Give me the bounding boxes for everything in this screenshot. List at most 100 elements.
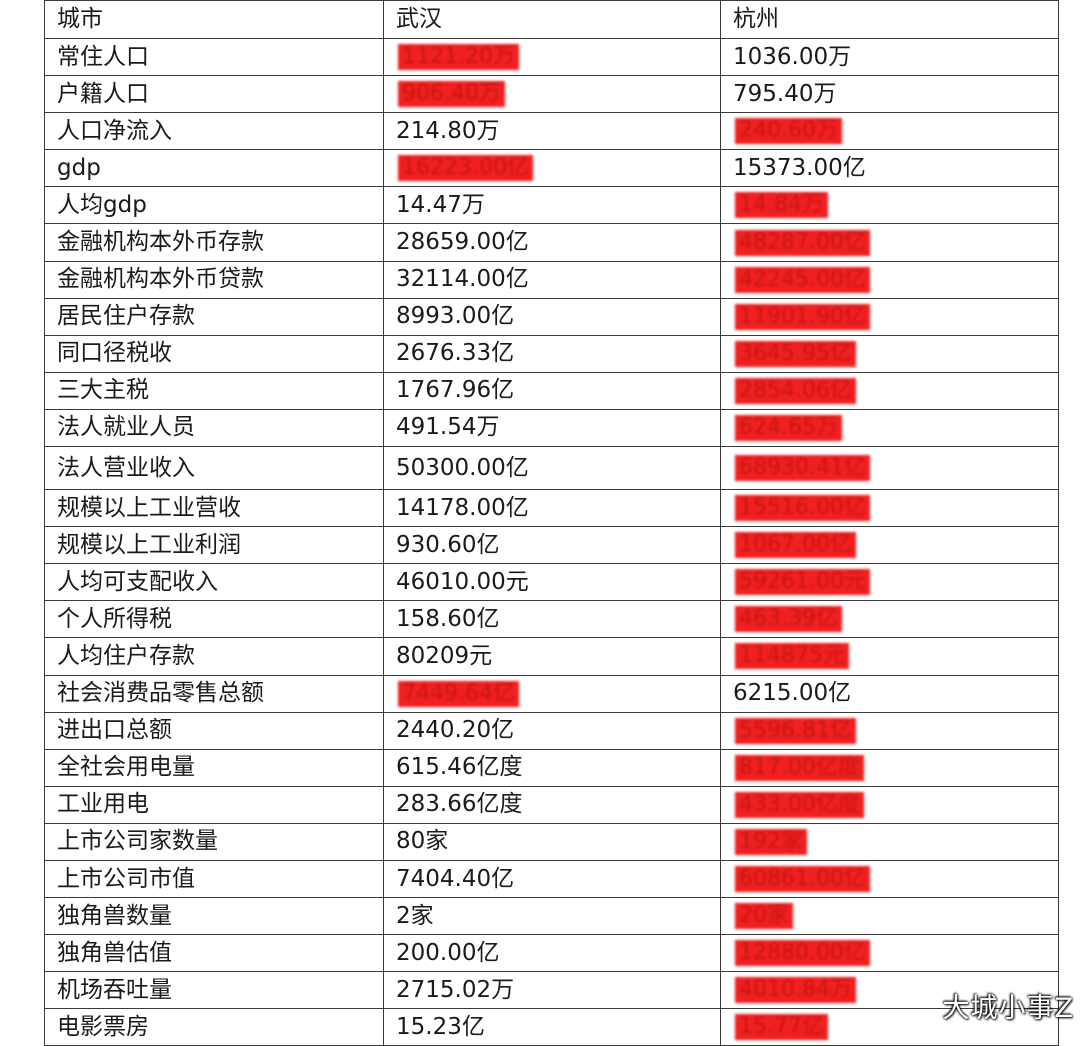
hangzhou-value-highlighted: 1067.00亿	[735, 532, 856, 559]
table-row: 进出口总额 2440.20亿 5596.81亿	[44, 711, 1059, 750]
table-row: 电影票房 15.23亿 15.77亿	[44, 1008, 1059, 1046]
wuhan-value-cell: 80家	[383, 822, 721, 861]
metric-label-cell: 机场吞吐量	[44, 971, 384, 1010]
hangzhou-value-cell: 15.77亿	[720, 1008, 1059, 1046]
wuhan-value: 28659.00亿	[396, 229, 529, 256]
metric-label-cell: 人均可支配收入	[44, 563, 384, 602]
metric-label-cell: 个人所得税	[44, 600, 384, 639]
hangzhou-value-cell: 11901.90亿	[720, 297, 1059, 336]
metric-label-cell: gdp	[44, 149, 384, 188]
metric-label: 法人就业人员	[57, 414, 195, 441]
metric-label: 人口净流入	[57, 117, 172, 144]
hangzhou-value-highlighted: 3645.95亿	[735, 340, 856, 367]
comparison-table: 城市 武汉 杭州 常住人口 1121.20万 1036.00万 户籍人口 906.40万…	[44, 0, 1059, 1046]
metric-label-cell: 人均gdp	[44, 186, 384, 225]
hangzhou-value-highlighted: 42245.00亿	[735, 266, 870, 293]
table-row: 金融机构本外币贷款 32114.00亿 42245.00亿	[44, 260, 1059, 299]
hangzhou-value-highlighted: 59261.00元	[735, 569, 870, 596]
metric-label: 上市公司市值	[57, 865, 195, 892]
metric-label: 电影票房	[57, 1013, 149, 1040]
table-row: 独角兽数量 2家 20家	[44, 897, 1059, 936]
hangzhou-value-highlighted: 68930.41亿	[735, 455, 870, 482]
metric-label-cell: 常住人口	[44, 37, 384, 77]
wuhan-value: 615.46亿度	[396, 754, 523, 781]
wuhan-value-cell: 1121.20万	[383, 37, 721, 77]
metric-label: 金融机构本外币存款	[57, 229, 264, 256]
wuhan-value-cell: 491.54万	[383, 408, 721, 448]
table-row: 人均住户存款 80209元 114875元	[44, 637, 1059, 676]
hangzhou-value-cell: 3645.95亿	[720, 334, 1059, 373]
wuhan-value-cell: 7449.64亿	[383, 674, 721, 713]
wuhan-value: 2家	[396, 902, 434, 929]
wuhan-value-cell: 2676.33亿	[383, 334, 721, 373]
wuhan-value: 2676.33亿	[396, 340, 515, 367]
hangzhou-value-cell: 15373.00亿	[720, 149, 1059, 188]
metric-label: 三大主税	[57, 377, 149, 404]
hangzhou-value-highlighted: 4010.84万	[735, 977, 856, 1004]
hangzhou-value-cell: 6215.00亿	[720, 674, 1059, 713]
wuhan-value: 14178.00亿	[396, 494, 529, 521]
wuhan-value-cell: 200.00亿	[383, 934, 721, 973]
hangzhou-value-highlighted: 20家	[735, 903, 793, 930]
metric-label-cell: 户籍人口	[44, 75, 384, 114]
table-row: gdp 16223.00亿 15373.00亿	[44, 149, 1059, 188]
table-row: 金融机构本外币存款 28659.00亿 48287.00亿	[44, 223, 1059, 262]
hangzhou-value-highlighted: 14.84万	[735, 192, 828, 219]
hangzhou-value-cell: 20家	[720, 897, 1059, 936]
metric-label-cell: 居民住户存款	[44, 297, 384, 336]
hangzhou-value-highlighted: 12880.00亿	[735, 940, 870, 967]
table-row: 居民住户存款 8993.00亿 11901.90亿	[44, 297, 1059, 336]
hangzhou-value-cell: 48287.00亿	[720, 223, 1059, 262]
wuhan-value: 2715.02万	[396, 976, 515, 1003]
metric-label-cell: 独角兽数量	[44, 897, 384, 936]
hangzhou-value-cell: 59261.00元	[720, 563, 1059, 602]
hangzhou-value-cell: 5596.81亿	[720, 711, 1059, 750]
wuhan-value: 283.66亿度	[396, 791, 523, 818]
metric-label: 同口径税收	[57, 340, 172, 367]
hangzhou-value-cell: 192家	[720, 822, 1059, 861]
table-row: 机场吞吐量 2715.02万 4010.84万	[44, 971, 1059, 1010]
table-row: 人均gdp 14.47万 14.84万	[44, 186, 1059, 225]
metric-label-cell: 工业用电	[44, 785, 384, 824]
hangzhou-value: 795.40万	[733, 80, 837, 107]
hangzhou-value-highlighted: 624.65万	[735, 414, 842, 441]
hangzhou-value-cell: 14.84万	[720, 186, 1059, 225]
metric-label-cell: 全社会用电量	[44, 748, 384, 787]
table-row: 上市公司家数量 80家 192家	[44, 822, 1059, 861]
metric-label: gdp	[57, 154, 101, 181]
table-row: 常住人口 1121.20万 1036.00万	[44, 37, 1059, 77]
hangzhou-value-cell: 1067.00亿	[720, 526, 1059, 565]
wuhan-value-cell: 80209元	[383, 637, 721, 676]
wuhan-value-cell: 615.46亿度	[383, 748, 721, 787]
wuhan-value-cell: 46010.00元	[383, 563, 721, 602]
table-row: 工业用电 283.66亿度 433.00亿度	[44, 785, 1059, 824]
metric-label: 人均gdp	[57, 191, 147, 218]
wuhan-value-cell: 214.80万	[383, 112, 721, 151]
table-row: 法人营业收入 50300.00亿 68930.41亿	[44, 446, 1059, 491]
metric-label: 规模以上工业利润	[57, 531, 241, 558]
table-row: 户籍人口 906.40万 795.40万	[44, 75, 1059, 114]
metric-label: 法人营业收入	[57, 454, 195, 481]
metric-label: 户籍人口	[57, 80, 149, 107]
hangzhou-value-cell: 795.40万	[720, 75, 1059, 114]
table-row: 全社会用电量 615.46亿度 817.00亿度	[44, 748, 1059, 787]
table-row: 法人就业人员 491.54万 624.65万	[44, 408, 1059, 448]
wuhan-value: 50300.00亿	[396, 454, 529, 481]
hangzhou-value-cell: 60861.00亿	[720, 859, 1059, 899]
wuhan-value-highlighted: 906.40万	[398, 81, 505, 108]
wuhan-value-highlighted: 1121.20万	[398, 44, 519, 71]
wuhan-value-cell: 2440.20亿	[383, 711, 721, 750]
wuhan-value: 1767.96亿	[396, 377, 515, 404]
hangzhou-value-cell: 240.60万	[720, 112, 1059, 151]
hangzhou-value-highlighted: 11901.90亿	[735, 303, 870, 330]
wuhan-value: 2440.20亿	[396, 717, 515, 744]
wuhan-value: 930.60亿	[396, 531, 500, 558]
metric-label: 个人所得税	[57, 605, 172, 632]
table-row: 人均可支配收入 46010.00元 59261.00元	[44, 563, 1059, 602]
hangzhou-value-highlighted: 463.39亿	[735, 606, 842, 633]
metric-label-cell: 上市公司市值	[44, 859, 384, 899]
hangzhou-value-cell: 42245.00亿	[720, 260, 1059, 299]
metric-label-cell: 进出口总额	[44, 711, 384, 750]
hangzhou-value-highlighted: 192家	[735, 828, 807, 855]
wuhan-value: 32114.00亿	[396, 266, 529, 293]
